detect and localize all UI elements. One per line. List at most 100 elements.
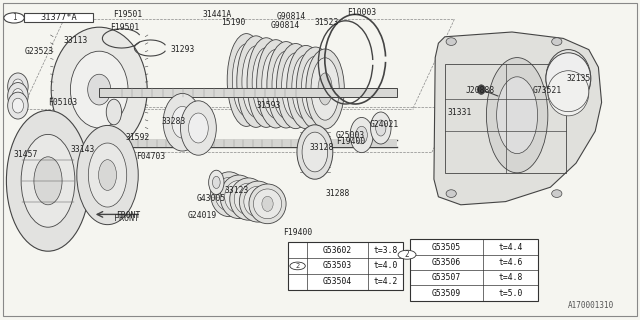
Ellipse shape — [253, 189, 282, 219]
Text: t=5.0: t=5.0 — [498, 289, 523, 298]
Ellipse shape — [308, 72, 323, 104]
Text: 31523: 31523 — [314, 18, 339, 27]
Text: 32135: 32135 — [567, 74, 591, 83]
Ellipse shape — [302, 132, 328, 172]
Ellipse shape — [215, 177, 243, 211]
Text: G53507: G53507 — [432, 273, 461, 282]
Text: F19400: F19400 — [284, 228, 313, 237]
Text: 15190: 15190 — [221, 18, 246, 27]
Text: 33143: 33143 — [71, 145, 95, 154]
Ellipse shape — [546, 50, 591, 107]
Text: 31293: 31293 — [170, 45, 195, 54]
Ellipse shape — [287, 45, 325, 129]
Text: FRONT: FRONT — [116, 211, 140, 220]
Text: F10003: F10003 — [347, 8, 376, 17]
Text: G53505: G53505 — [432, 243, 461, 252]
Text: G53504: G53504 — [323, 277, 352, 286]
Text: 31331: 31331 — [447, 108, 472, 116]
Ellipse shape — [259, 65, 273, 100]
Ellipse shape — [269, 66, 283, 101]
Ellipse shape — [446, 38, 456, 45]
Text: F04703: F04703 — [136, 152, 165, 161]
Ellipse shape — [247, 38, 285, 127]
Text: A170001310: A170001310 — [568, 301, 614, 310]
Text: G53503: G53503 — [323, 261, 352, 270]
Text: 31441A: 31441A — [203, 10, 232, 19]
Ellipse shape — [239, 61, 253, 99]
Text: G90814: G90814 — [276, 12, 306, 20]
Text: F05103: F05103 — [48, 98, 77, 107]
Ellipse shape — [237, 36, 275, 127]
Text: t=4.4: t=4.4 — [498, 243, 523, 252]
Ellipse shape — [243, 191, 254, 207]
Text: G73521: G73521 — [532, 86, 562, 95]
Ellipse shape — [249, 184, 286, 224]
Ellipse shape — [262, 196, 273, 212]
Text: G53506: G53506 — [432, 258, 461, 267]
Text: G23523: G23523 — [25, 47, 54, 56]
Ellipse shape — [223, 186, 235, 203]
Text: F19400: F19400 — [336, 137, 365, 146]
Text: 31457: 31457 — [13, 150, 38, 159]
Ellipse shape — [552, 190, 562, 197]
Ellipse shape — [12, 89, 24, 103]
Text: 31288: 31288 — [326, 189, 350, 198]
Text: 31377*A: 31377*A — [40, 13, 77, 22]
Ellipse shape — [311, 58, 339, 120]
Ellipse shape — [252, 48, 280, 117]
Ellipse shape — [6, 110, 90, 251]
Text: G53509: G53509 — [432, 289, 461, 298]
Ellipse shape — [252, 194, 264, 209]
Text: 33283: 33283 — [162, 117, 186, 126]
Text: J20888: J20888 — [465, 86, 495, 95]
Text: t=4.8: t=4.8 — [498, 273, 523, 282]
Ellipse shape — [77, 125, 138, 225]
Ellipse shape — [8, 73, 28, 100]
Text: G24021: G24021 — [369, 120, 399, 129]
Ellipse shape — [8, 83, 28, 109]
Ellipse shape — [262, 49, 290, 118]
Ellipse shape — [497, 77, 538, 154]
Ellipse shape — [446, 190, 456, 197]
Ellipse shape — [51, 27, 147, 152]
Ellipse shape — [189, 113, 208, 143]
Ellipse shape — [88, 143, 127, 207]
Ellipse shape — [279, 68, 293, 102]
Ellipse shape — [282, 53, 310, 119]
Text: G43005: G43005 — [196, 194, 226, 203]
Ellipse shape — [12, 98, 24, 113]
Ellipse shape — [548, 70, 589, 116]
Bar — [410, 239, 538, 301]
Text: G24019: G24019 — [188, 211, 217, 220]
Ellipse shape — [371, 112, 391, 144]
Ellipse shape — [376, 120, 386, 136]
Text: FRONT: FRONT — [114, 214, 140, 223]
Ellipse shape — [21, 134, 75, 227]
Ellipse shape — [234, 183, 262, 215]
Ellipse shape — [209, 170, 224, 195]
Ellipse shape — [249, 63, 263, 100]
Text: 33123: 33123 — [225, 186, 249, 195]
Ellipse shape — [172, 106, 193, 138]
FancyBboxPatch shape — [106, 140, 397, 147]
Ellipse shape — [552, 38, 562, 45]
Ellipse shape — [299, 70, 313, 104]
Text: 31592: 31592 — [125, 133, 150, 142]
Polygon shape — [434, 32, 602, 205]
FancyBboxPatch shape — [99, 88, 397, 97]
Ellipse shape — [227, 34, 266, 126]
Ellipse shape — [88, 74, 111, 105]
Ellipse shape — [272, 51, 300, 118]
Ellipse shape — [267, 42, 305, 128]
Ellipse shape — [306, 49, 344, 129]
Circle shape — [398, 250, 416, 259]
Ellipse shape — [292, 55, 320, 119]
Ellipse shape — [34, 157, 62, 205]
Text: 33113: 33113 — [63, 36, 88, 45]
Ellipse shape — [225, 180, 253, 213]
Ellipse shape — [276, 44, 315, 129]
Text: 2: 2 — [296, 263, 300, 269]
Bar — [445, 64, 566, 173]
Ellipse shape — [477, 85, 485, 94]
Ellipse shape — [220, 175, 257, 219]
